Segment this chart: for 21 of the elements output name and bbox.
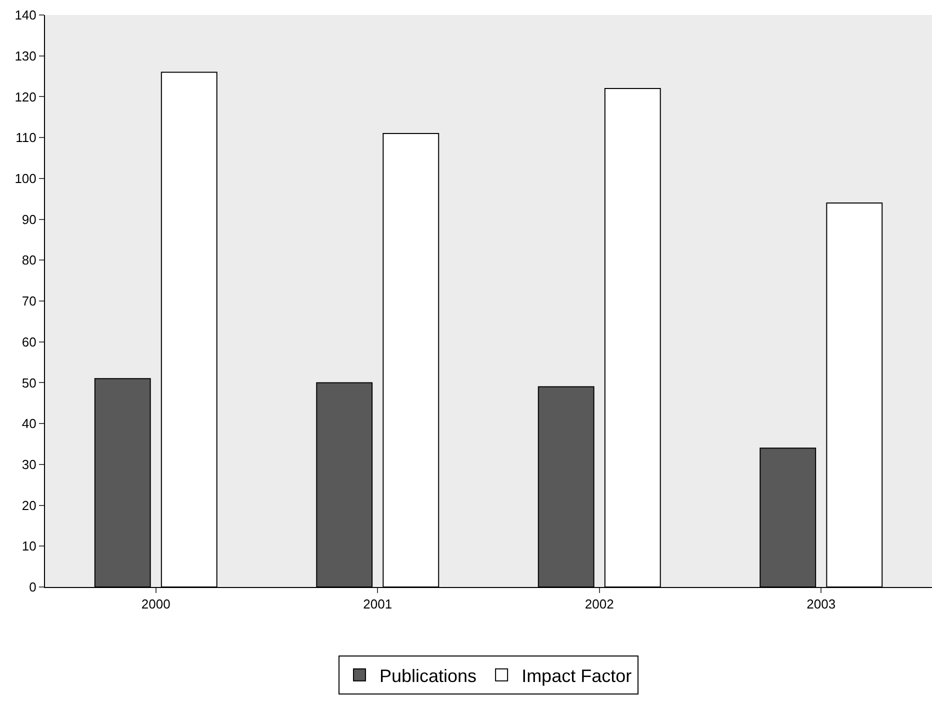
- legend-label: Publications: [380, 666, 477, 686]
- y-tick-label: 80: [22, 252, 36, 268]
- x-tick-label: 2002: [584, 596, 614, 612]
- x-tick-label: 2003: [806, 596, 836, 612]
- x-tick-label: 2000: [141, 596, 170, 612]
- y-tick-label: 70: [22, 294, 36, 309]
- y-tick-label: 30: [22, 456, 36, 472]
- y-tick-label: 10: [22, 538, 36, 554]
- y-tick-label: 140: [14, 8, 36, 23]
- y-tick-label: 40: [22, 416, 36, 432]
- y-tick-label: 0: [29, 580, 36, 595]
- y-tick-label: 50: [22, 375, 36, 390]
- legend-label: Impact Factor: [522, 666, 632, 686]
- x-tick-label: 2001: [363, 596, 392, 612]
- y-tick-label: 60: [22, 334, 36, 350]
- y-tick-label: 100: [14, 170, 36, 186]
- y-tick-label: 110: [16, 130, 36, 146]
- y-tick-label: 130: [14, 48, 36, 64]
- y-tick-label: 20: [22, 498, 36, 513]
- y-tick-label: 90: [22, 212, 36, 227]
- y-tick-label: 120: [14, 89, 36, 104]
